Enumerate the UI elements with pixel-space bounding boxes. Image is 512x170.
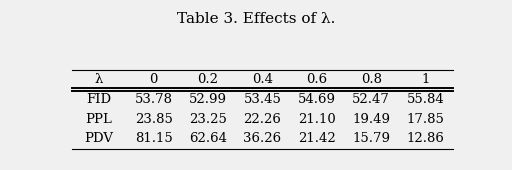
Text: Table 3. Effects of λ.: Table 3. Effects of λ. [177,12,335,26]
